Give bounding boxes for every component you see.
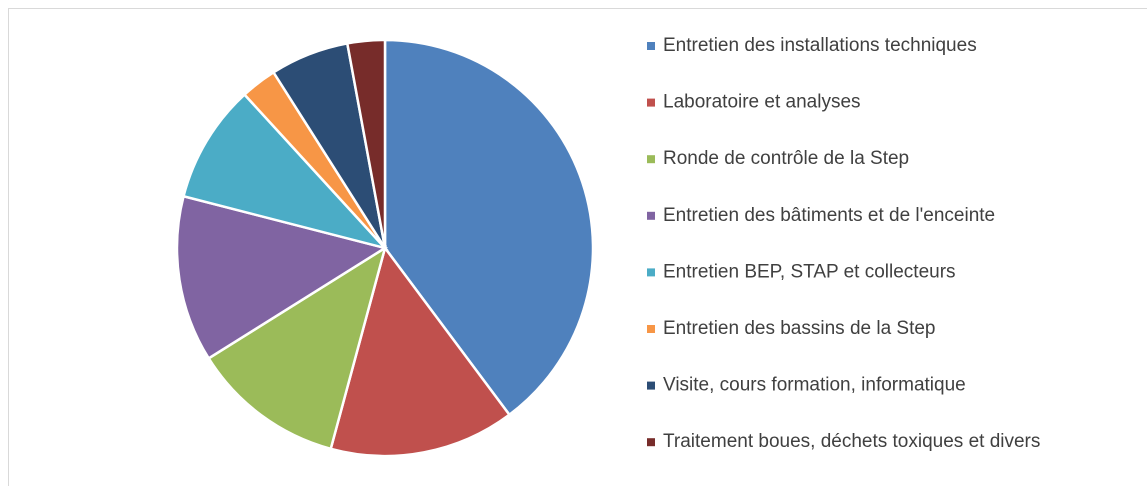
pie-slice [175, 194, 389, 361]
legend-label: Entretien des installations techniques [663, 35, 977, 56]
pie-slice [206, 245, 388, 451]
legend-marker [647, 438, 655, 447]
pie-slice [383, 38, 595, 417]
legend-marker [647, 155, 655, 164]
legend-label: Entretien des bâtiments et de l'enceinte [663, 205, 995, 226]
legend-label: Laboratoire et analyses [663, 92, 861, 113]
pie-slice [182, 92, 389, 251]
legend-marker [647, 325, 655, 333]
legend-label: Traitement boues, déchets toxiques et di… [663, 431, 1040, 452]
legend-marker [647, 268, 655, 277]
legend-label: Entretien des bassins de la Step [663, 318, 936, 339]
legend-label: Visite, cours formation, informatique [663, 375, 966, 396]
legend-marker [647, 98, 655, 107]
legend-marker [647, 211, 655, 220]
pie-slice [329, 245, 512, 458]
pie-slice [345, 38, 387, 249]
legend-marker [647, 42, 655, 50]
legend-label: Ronde de contrôle de la Step [663, 148, 909, 169]
legend-label: Entretien BEP, STAP et collecteurs [663, 261, 956, 282]
legend-marker [647, 381, 655, 390]
